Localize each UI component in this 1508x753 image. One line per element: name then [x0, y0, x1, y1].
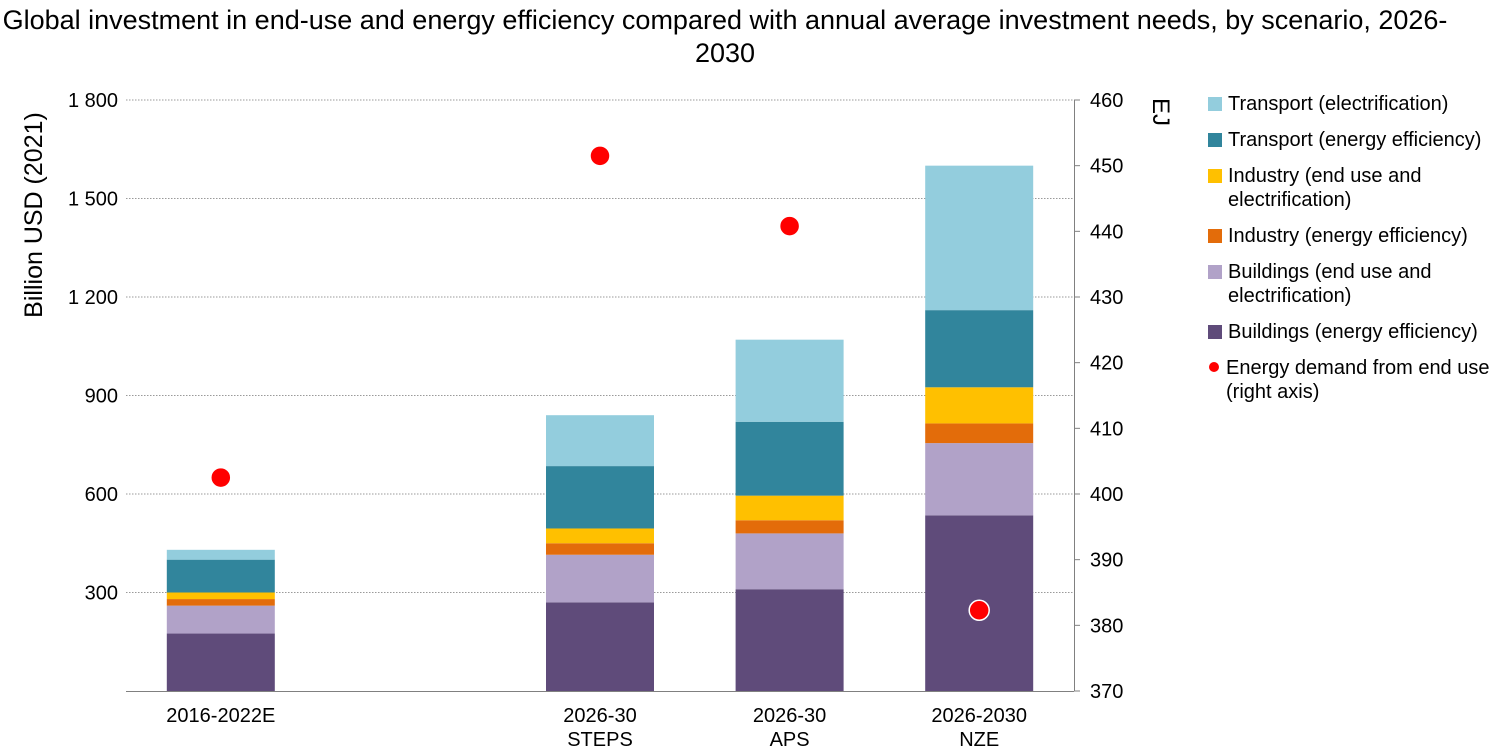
x-tick-label: 2026-30: [753, 705, 826, 727]
legend-item: Buildings (energy efficiency): [1208, 320, 1508, 344]
energy-demand-point: [968, 599, 990, 621]
energy-demand-point: [589, 145, 611, 167]
y2-tick-label: 450: [1090, 156, 1123, 178]
bar-segment: [546, 554, 654, 603]
y-tick-label: 600: [85, 484, 118, 506]
y2-tick-label: 430: [1090, 287, 1123, 309]
y-tick-label: 300: [85, 583, 118, 605]
legend-item: Energy demand from end use (right axis): [1208, 356, 1508, 404]
legend-label: Industry (energy efficiency): [1228, 225, 1468, 247]
legend-label: Energy demand from end use (right axis): [1226, 357, 1490, 403]
bar-segment: [735, 421, 844, 496]
bar-segment: [166, 599, 275, 606]
bar-segment: [546, 543, 654, 555]
y-tick-label: 1 800: [68, 90, 118, 112]
bar-segment: [166, 605, 275, 634]
x-tick-label: NZE: [959, 729, 999, 751]
axes: [126, 99, 1080, 692]
bar-segment: [735, 589, 844, 691]
legend-label: Buildings (energy efficiency): [1228, 321, 1478, 343]
bar-segment: [925, 165, 1034, 311]
bar-segment: [735, 495, 844, 521]
chart-title: Global investment in end-use and energy …: [2, 5, 1448, 68]
legend-label: Transport (energy efficiency): [1228, 129, 1482, 151]
legend-item: Buildings (end use and electrification): [1208, 260, 1508, 308]
y2-tick-label: 460: [1090, 90, 1123, 112]
bar-segment: [925, 310, 1034, 388]
bar-segment: [166, 592, 275, 600]
y-tick-label: 1 200: [68, 287, 118, 309]
y-tick-label: 900: [85, 386, 118, 408]
legend-marker-dot: [1208, 361, 1220, 373]
legend-swatch: [1208, 229, 1222, 243]
bar-segment: [166, 549, 275, 560]
bar-segment: [925, 423, 1034, 444]
y2-tick-label: 370: [1090, 681, 1123, 703]
legend-item: Transport (energy efficiency): [1208, 128, 1508, 152]
bar-segment: [166, 559, 275, 593]
energy-demand-point: [210, 466, 232, 489]
y2-tick-label: 400: [1090, 484, 1123, 506]
legend-swatch: [1208, 169, 1222, 183]
legend-swatch: [1208, 97, 1222, 111]
legend-label: Buildings (end use and electrification): [1228, 261, 1432, 307]
bars: [166, 165, 1034, 691]
axis-labels: 2016-2022E 2026-30STEPS2026-30APS2026-203…: [20, 90, 1174, 751]
legend-label: Transport (electrification): [1228, 93, 1449, 115]
y2-tick-label: 440: [1090, 221, 1123, 243]
y2-tick-label: 380: [1090, 615, 1123, 637]
y2-tick-label: 410: [1090, 418, 1123, 440]
y-tick-label: 1 500: [68, 189, 118, 211]
energy-demand-point: [778, 215, 801, 237]
y2-axis-title: EJ: [1147, 98, 1174, 126]
x-tick-label: STEPS: [567, 729, 633, 751]
x-tick-label: 2016-2022E: [166, 705, 275, 727]
x-tick-label: 2026-2030: [931, 705, 1027, 727]
bar-segment: [546, 528, 654, 544]
legend-item: Transport (electrification): [1208, 92, 1508, 116]
legend-item: Industry (energy efficiency): [1208, 224, 1508, 248]
bar-segment: [735, 533, 844, 590]
bar-segment: [735, 520, 844, 534]
legend-item: Industry (end use and electrification): [1208, 164, 1508, 212]
legend-swatch: [1208, 133, 1222, 147]
x-tick-label: 2026-30: [563, 705, 636, 727]
legend: Transport (electrification) Transport (en…: [1208, 92, 1508, 416]
bar-segment: [546, 415, 654, 467]
legend-label: Industry (end use and electrification): [1228, 165, 1422, 211]
bar-segment: [735, 339, 844, 422]
y2-tick-label: 390: [1090, 550, 1123, 572]
y2-tick-label: 420: [1090, 353, 1123, 375]
y-axis-title: Billion USD (2021): [20, 112, 48, 318]
legend-swatch: [1208, 325, 1222, 339]
bar-segment: [925, 387, 1034, 424]
bar-segment: [546, 602, 654, 691]
bar-segment: [546, 466, 654, 529]
x-tick-label: APS: [770, 729, 810, 751]
energy-demand-points: [210, 145, 990, 621]
legend-swatch: [1208, 265, 1222, 279]
bar-segment: [925, 443, 1034, 516]
bar-segment: [166, 633, 275, 691]
